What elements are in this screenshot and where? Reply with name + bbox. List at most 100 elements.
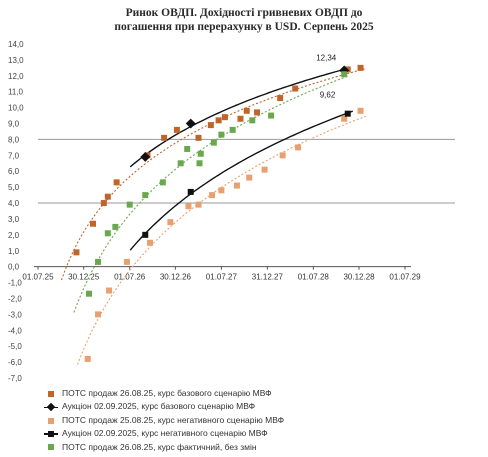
- point-series-3: [147, 239, 154, 246]
- legend-item-2: Аукціон 02.09.2025, курс базового сценар…: [44, 400, 484, 413]
- y-tick-label: -7,0: [8, 374, 22, 383]
- point-series-3: [233, 182, 240, 189]
- legend-marker-5: [44, 442, 58, 452]
- grid-lines: [38, 138, 455, 204]
- trendline-series-4: [129, 110, 354, 251]
- point-series-5: [85, 290, 92, 297]
- point-series-3: [195, 201, 202, 208]
- annotations: 12,34 9,62: [316, 53, 337, 99]
- y-axis-ticks: 14,0 13,0 12,0 11,0 10,0 9,0 8,0 7,0 6,0 5,0 4,0 3,…: [8, 40, 24, 383]
- point-series-5: [112, 223, 119, 230]
- point-series-5: [197, 150, 204, 157]
- y-tick-label: 7,0: [8, 151, 20, 160]
- y-tick-label: 6,0: [8, 167, 20, 176]
- point-series-1: [277, 95, 284, 102]
- chart-title-line-1: Ринок ОВДП. Дохідності гривневих ОВДП до: [125, 7, 363, 19]
- y-tick-label: 2,0: [8, 231, 20, 240]
- point-series-3: [167, 219, 174, 226]
- y-tick-label: -2,0: [8, 294, 22, 303]
- trendlines: [60, 67, 366, 365]
- point-series-1: [113, 179, 120, 186]
- point-series-1: [357, 64, 364, 71]
- y-tick-label: 10,0: [8, 104, 24, 113]
- point-series-3: [246, 174, 253, 181]
- y-tick-label: 0,0: [8, 263, 20, 272]
- y-tick-label: 12,0: [8, 72, 24, 81]
- y-tick-label: 9,0: [8, 120, 20, 129]
- legend-marker-1: [44, 389, 58, 399]
- point-series-1: [254, 109, 261, 116]
- point-series-1: [195, 134, 202, 141]
- y-tick-label: -4,0: [8, 326, 22, 335]
- point-series-3: [106, 287, 113, 294]
- point-series-1: [237, 115, 244, 122]
- y-tick-label: 8,0: [8, 135, 20, 144]
- point-series-5: [177, 160, 184, 167]
- legend-item-1: ПОТС продаж 26.08.25, курс базового сцен…: [44, 387, 484, 400]
- point-series-1: [173, 126, 180, 133]
- point-series-3: [185, 203, 192, 210]
- point-series-2: [140, 151, 151, 162]
- legend-marker-3: [44, 416, 58, 426]
- chart-legend: ПОТС продаж 26.08.25, курс базового сцен…: [44, 387, 484, 454]
- y-tick-label: 13,0: [8, 56, 24, 65]
- trendline-series-1: [60, 68, 366, 281]
- point-series-3: [209, 192, 216, 199]
- point-series-2: [185, 118, 196, 129]
- x-tick-label: 30.12.25: [68, 273, 100, 282]
- x-tick-label: 30.12.26: [160, 273, 192, 282]
- point-series-1: [221, 114, 228, 121]
- annotation-label: 9,62: [320, 91, 336, 100]
- legend-label-5: ПОТС продаж 26.08.25, курс фактичний, бе…: [62, 441, 257, 452]
- point-series-1: [73, 249, 80, 256]
- data-points: [73, 64, 364, 362]
- point-series-5: [159, 179, 166, 186]
- y-tick-label: -1,0: [8, 279, 22, 288]
- y-tick-label: 3,0: [8, 215, 20, 224]
- y-tick-label: -5,0: [8, 342, 22, 351]
- x-tick-label: 01.07.29: [389, 273, 421, 282]
- point-series-5: [210, 139, 217, 146]
- x-tick-label: 01.07.28: [298, 273, 330, 282]
- legend-label-4: Аукціон 02.09.2025, курс негативного сце…: [62, 428, 268, 439]
- y-tick-label: -6,0: [8, 358, 22, 367]
- point-series-1: [104, 193, 111, 200]
- point-series-5: [95, 258, 102, 265]
- yield-scatter-chart: 14,0 13,0 12,0 11,0 10,0 9,0 8,0 7,0 6,0 5,0 4,0 3,…: [8, 40, 455, 383]
- point-series-3: [261, 166, 268, 173]
- trendline-series-3: [76, 115, 366, 365]
- point-series-1: [215, 117, 222, 124]
- legend-item-5: ПОТС продаж 26.08.25, курс фактичний, бе…: [44, 441, 484, 454]
- point-series-5: [218, 131, 225, 138]
- point-series-5: [229, 126, 236, 133]
- point-series-5: [126, 201, 133, 208]
- point-series-3: [84, 355, 91, 362]
- point-series-3: [357, 107, 364, 114]
- x-tick-label: 01.07.26: [114, 273, 146, 282]
- legend-label-2: Аукціон 02.09.2025, курс базового сценар…: [62, 401, 256, 412]
- chart-title-line-2: погашення при перерахунку в USD. Серпень…: [114, 21, 374, 33]
- point-series-5: [268, 112, 275, 119]
- point-series-1: [207, 122, 214, 129]
- point-series-5: [196, 160, 203, 167]
- trendline-series-5: [73, 75, 350, 313]
- y-tick-label: 5,0: [8, 183, 20, 192]
- point-series-5: [184, 145, 191, 152]
- point-series-1: [90, 220, 97, 227]
- legend-item-4: Аукціон 02.09.2025, курс негативного сце…: [44, 427, 484, 440]
- point-series-3: [123, 258, 130, 265]
- point-series-5: [142, 192, 149, 199]
- legend-label-1: ПОТС продаж 26.08.25, курс базового сцен…: [62, 388, 272, 398]
- y-tick-label: -3,0: [8, 310, 22, 319]
- y-tick-label: 14,0: [8, 40, 24, 49]
- point-series-4: [187, 188, 194, 195]
- x-axis: 01.07.25 30.12.25 01.07.26 30.12.26 01.07.27…: [22, 266, 421, 282]
- point-series-5: [104, 230, 111, 237]
- point-series-1: [100, 200, 107, 207]
- point-series-1: [243, 107, 250, 114]
- point-series-3: [341, 115, 348, 122]
- y-tick-label: 4,0: [8, 199, 20, 208]
- chart-title: Ринок ОВДП. Дохідності гривневих ОВДП до…: [0, 6, 488, 34]
- legend-item-3: ПОТС продаж 25.08.25, курс негативного с…: [44, 414, 484, 427]
- point-series-3: [95, 311, 102, 318]
